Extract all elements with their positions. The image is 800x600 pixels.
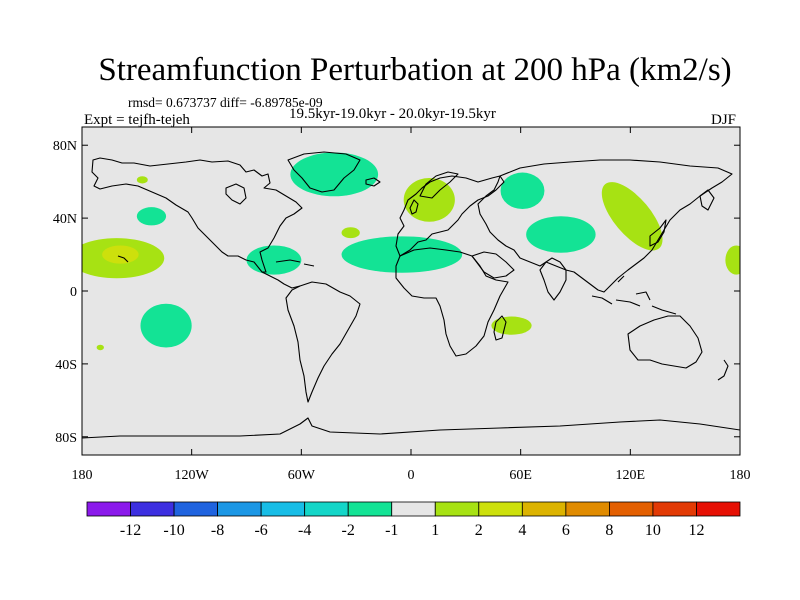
colorbar-swatch: [521, 501, 567, 517]
experiment-label: Expt = tejfh-tejeh: [84, 112, 190, 128]
colorbar-swatch: [478, 501, 523, 517]
region-north-pacific-east: [136, 207, 167, 226]
stats-label: rmsd= 0.673737 diff= -6.89785e-09: [128, 95, 323, 110]
coastline-asia: [477, 159, 733, 293]
colorbar-label: 4: [518, 522, 526, 539]
colorbar-label: -12: [120, 522, 141, 539]
coastline-new-zealand: [717, 359, 729, 381]
coastline-japan: [649, 219, 667, 247]
region-hawaii-core: [102, 245, 139, 264]
coastline-kamchatka: [699, 189, 715, 211]
region-north-pacific-west: [136, 176, 148, 184]
colorbar-swatch: [130, 501, 175, 517]
region-south-pacific-small: [96, 344, 104, 351]
region-north-atlantic-greenland: [290, 152, 379, 197]
axis-tick-labels: 180 120W 60W 0 60E 120E 180 80N 40N 0 40S 80S: [53, 139, 751, 483]
region-east-asia: [601, 182, 663, 251]
coastline-antarctica: [82, 417, 740, 439]
lat-tick-label: 40N: [53, 212, 77, 227]
colorbar-swatch: [696, 501, 741, 517]
coastline-hawaii: [117, 255, 129, 263]
colorbar-label: 10: [645, 522, 661, 539]
lon-tick-label: 0: [408, 468, 415, 483]
region-siberia: [500, 172, 545, 209]
colorbar-label: 8: [605, 522, 613, 539]
map-background: [82, 127, 740, 455]
colorbar-label: 6: [562, 522, 570, 539]
coastline-central-america: [261, 271, 301, 289]
colorbar: -12 -10 -8 -6 -4 -2 -1 1 2 4 6 8 10 12: [86, 501, 741, 539]
colorbar-swatch: [86, 501, 131, 517]
coastline-africa: [395, 247, 509, 357]
coastline-caribbean: [275, 259, 315, 267]
region-central-asia: [526, 216, 596, 253]
colorbar-swatch: [565, 501, 610, 517]
axis-ticks: [81, 127, 741, 455]
coastline-greenland: [287, 151, 361, 193]
colorbar-label: -4: [298, 522, 311, 539]
colorbar-label: 2: [475, 522, 483, 539]
colorbar-swatch: [652, 501, 697, 517]
colorbar-swatch: [217, 501, 262, 517]
page-title: Streamfunction Perturbation at 200 hPa (…: [98, 52, 732, 88]
lon-tick-label: 120W: [175, 468, 210, 483]
colorbar-swatch: [347, 501, 393, 517]
colorbar-label: -8: [211, 522, 224, 539]
coastline-great-britain: [409, 199, 419, 215]
region-south-indian-ocean: [491, 316, 532, 335]
lon-tick-label: 60W: [288, 468, 316, 483]
lat-tick-label: 80S: [55, 431, 77, 446]
colorbar-label: -1: [385, 522, 398, 539]
coastline-south-america: [285, 281, 361, 403]
region-caribbean: [246, 245, 302, 275]
coastline-madagascar: [493, 315, 507, 341]
season-label: DJF: [711, 112, 737, 128]
coastline-scandinavia: [419, 171, 459, 199]
lon-tick-label: 60E: [509, 468, 532, 483]
colorbar-label: -10: [163, 522, 184, 539]
colorbar-swatch: [609, 501, 654, 517]
lat-tick-label: 80N: [53, 139, 77, 154]
lat-tick-label: 40S: [55, 358, 77, 373]
colorbar-swatch: [260, 501, 306, 517]
lat-tick-label: 0: [70, 285, 77, 300]
lon-tick-label: 180: [72, 468, 93, 483]
colorbar-swatch: [434, 501, 480, 517]
colorbar-label: 1: [431, 522, 439, 539]
coastline-indonesia: [591, 275, 677, 315]
region-date-line-east: [725, 245, 740, 275]
period-label: 19.5kyr-19.0kyr - 20.0kyr-19.5kyr: [289, 106, 496, 122]
colorbar-swatch: [173, 501, 218, 517]
coastline-north-america: [91, 157, 303, 273]
colorbar-label: 12: [688, 522, 704, 539]
colorbar-swatch: [391, 501, 436, 517]
coastlines: [82, 151, 740, 439]
lon-tick-label: 180: [730, 468, 751, 483]
colorbar-label: -2: [342, 522, 355, 539]
region-mid-atlantic: [341, 227, 360, 239]
coastline-arabia: [471, 251, 515, 279]
coastline-iceland: [365, 177, 381, 187]
colorbar-label: -6: [254, 522, 267, 539]
coastline-hudson-bay: [225, 183, 247, 205]
region-south-pacific: [140, 303, 192, 348]
coastline-india: [539, 261, 567, 301]
lon-tick-label: 120E: [616, 468, 646, 483]
colorbar-swatch: [304, 501, 349, 517]
coastline-australia: [627, 315, 703, 369]
